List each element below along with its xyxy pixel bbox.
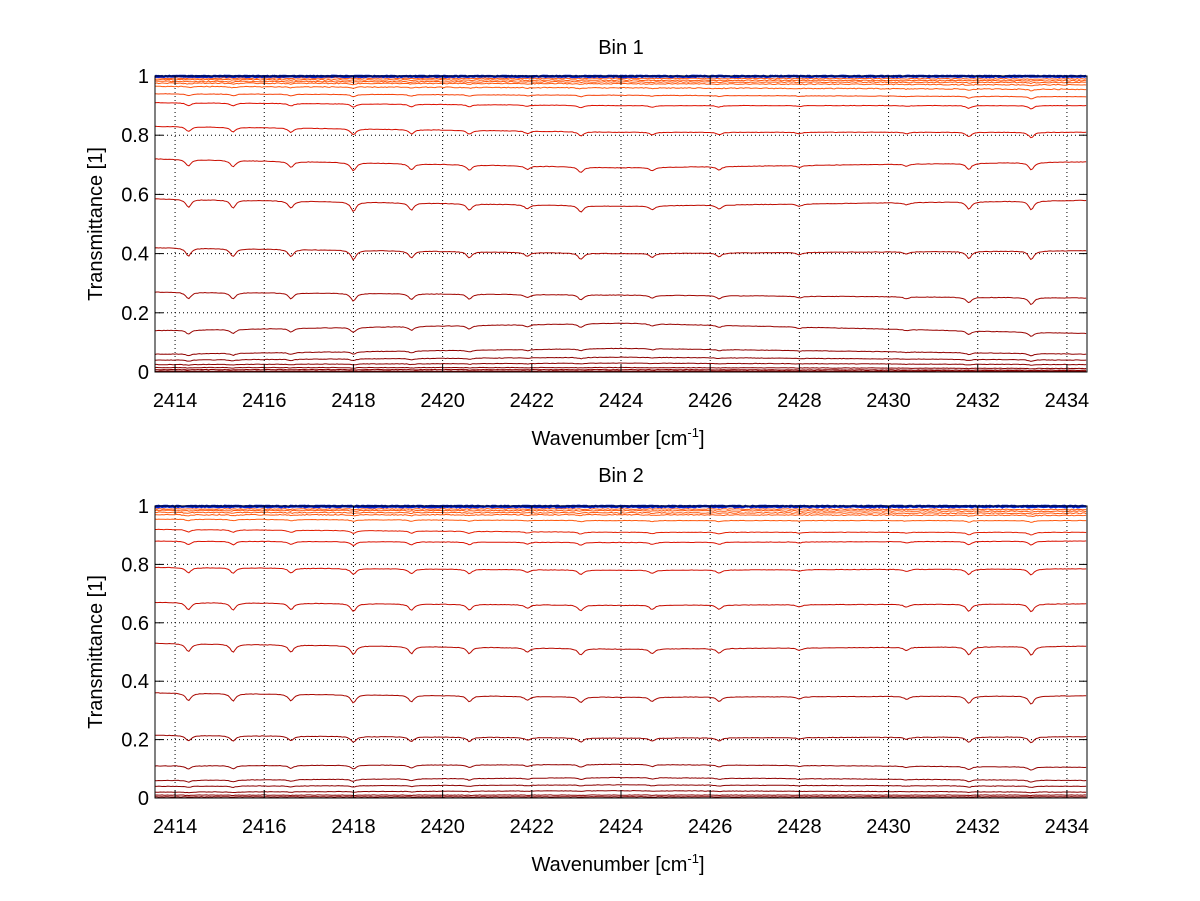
x-tick-label: 2432 <box>955 390 1000 412</box>
y-tick-label: 0.4 <box>121 671 149 693</box>
x-tick-label: 2426 <box>688 390 733 412</box>
panel-bin-1: Bin 1 Wavenumber [cm-1] Transmittance [1… <box>85 37 1089 450</box>
x-tick-label: 2422 <box>510 390 555 412</box>
series-line <box>154 356 1087 362</box>
series-line <box>154 125 1087 139</box>
series-line <box>154 518 1087 523</box>
series-line <box>154 158 1087 173</box>
x-tick-label: 2422 <box>510 816 555 838</box>
series-line <box>154 198 1087 213</box>
x-axis-label-end: ] <box>699 428 705 450</box>
x-tick-label: 2432 <box>955 816 1000 838</box>
x-axis-label-superscript: -1 <box>687 425 699 440</box>
x-axis-label: Wavenumber [cm-1] <box>531 851 704 876</box>
x-tick-label: 2416 <box>242 390 287 412</box>
x-tick-label: 2428 <box>777 390 822 412</box>
series-line <box>154 601 1087 613</box>
x-axis-label-end: ] <box>699 854 705 876</box>
series-line <box>155 362 1087 366</box>
y-tick-label: 0.4 <box>121 244 149 266</box>
series-line <box>154 101 1087 110</box>
series-line <box>154 93 1087 100</box>
x-tick-label: 2414 <box>153 390 198 412</box>
x-axis-label: Wavenumber [cm-1] <box>531 425 704 450</box>
y-axis-label: Transmittance [1] <box>85 575 107 729</box>
series-line <box>154 763 1087 771</box>
x-tick-label: 2426 <box>688 816 733 838</box>
y-tick-label: 1 <box>138 66 149 88</box>
x-tick-label: 2424 <box>599 390 644 412</box>
x-axis-label-text: Wavenumber [cm <box>531 854 687 876</box>
y-tick-label: 0.6 <box>121 184 149 206</box>
x-tick-label: 2418 <box>331 816 376 838</box>
series-line <box>154 247 1087 261</box>
x-tick-label: 2416 <box>242 816 287 838</box>
x-axis-label-superscript: -1 <box>687 851 699 866</box>
chart-title: Bin 2 <box>598 465 644 487</box>
y-tick-label: 0.2 <box>121 730 149 752</box>
y-tick-label: 0.8 <box>121 554 149 576</box>
x-tick-label: 2414 <box>153 816 198 838</box>
series-line <box>154 784 1087 789</box>
chart-title: Bin 1 <box>598 37 644 59</box>
y-tick-label: 0.6 <box>121 613 149 635</box>
x-tick-label: 2434 <box>1045 816 1090 838</box>
panel-bin-2: Bin 2 Wavenumber [cm-1] Transmittance [1… <box>85 465 1089 876</box>
series-line <box>154 540 1087 547</box>
y-tick-label: 0 <box>138 362 149 384</box>
y-tick-label: 0.2 <box>121 303 149 325</box>
x-tick-label: 2430 <box>866 816 911 838</box>
series-line <box>154 322 1087 337</box>
y-axis-label: Transmittance [1] <box>85 147 107 301</box>
y-tick-label: 0 <box>138 788 149 810</box>
series-line <box>154 85 1087 92</box>
x-tick-label: 2430 <box>866 390 911 412</box>
series-line <box>154 692 1087 705</box>
series-line <box>154 734 1087 744</box>
series-line <box>154 566 1087 576</box>
series-line <box>155 528 1087 536</box>
x-axis-label-text: Wavenumber [cm <box>531 428 687 450</box>
x-tick-label: 2420 <box>420 390 465 412</box>
series-line <box>155 513 1087 518</box>
x-tick-label: 2428 <box>777 816 822 838</box>
y-tick-label: 0.8 <box>121 125 149 147</box>
y-tick-label: 1 <box>138 496 149 518</box>
series-line <box>154 291 1087 306</box>
x-tick-label: 2418 <box>331 390 376 412</box>
x-tick-label: 2434 <box>1045 390 1090 412</box>
x-tick-label: 2420 <box>420 816 465 838</box>
series-line <box>154 347 1087 357</box>
x-tick-label: 2424 <box>599 816 644 838</box>
series-line <box>154 642 1087 656</box>
series-line <box>154 776 1087 783</box>
